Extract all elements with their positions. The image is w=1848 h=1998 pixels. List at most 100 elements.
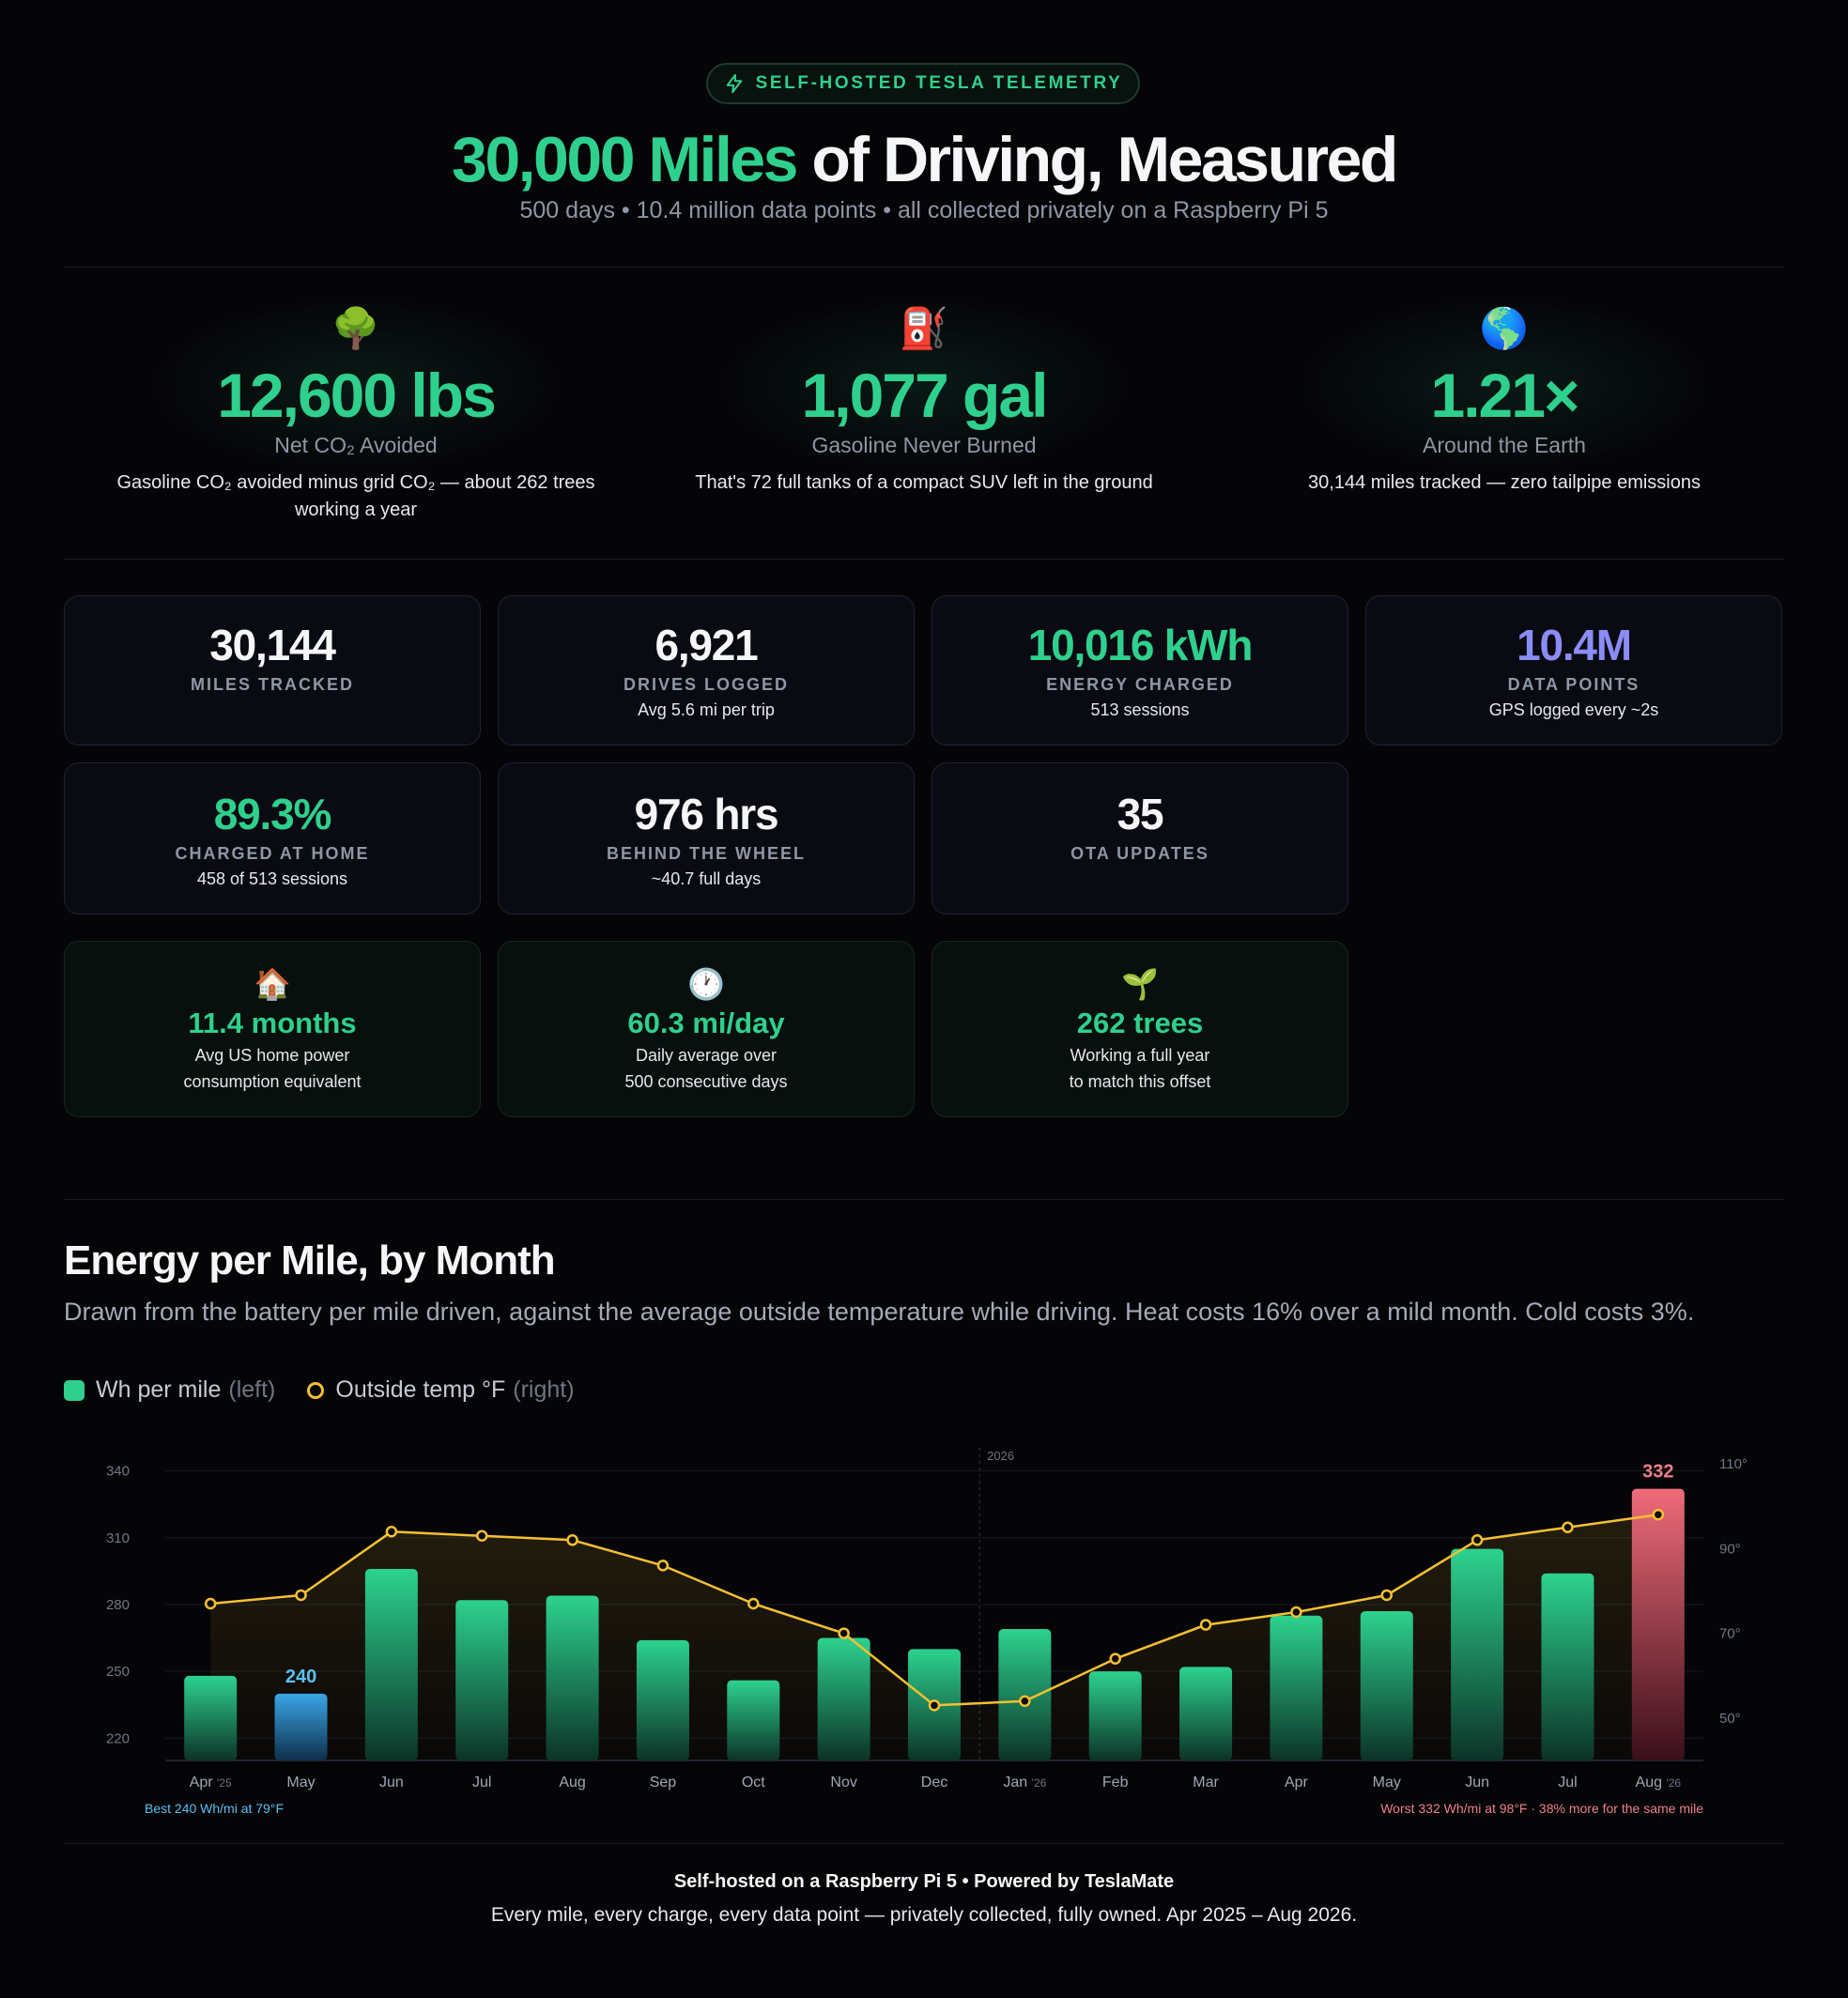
temp-point-15: [1562, 1521, 1574, 1533]
badge-label: SELF-HOSTED TESLA TELEMETRY: [755, 73, 1123, 93]
title-highlight: 30,000 Miles: [452, 124, 798, 195]
temp-point-12: [1290, 1606, 1302, 1619]
x-tick-month: Jan: [1003, 1775, 1031, 1791]
legend-bar-swatch: [64, 1379, 85, 1401]
x-tick: Jun: [1465, 1775, 1489, 1791]
hero-value: 12,600 lbs: [217, 361, 497, 430]
divider: [64, 1199, 1784, 1200]
y-right-tick: 50°: [1719, 1711, 1741, 1727]
title-rest: of Driving, Measured: [795, 124, 1398, 195]
x-tick-year: '26: [1666, 1776, 1681, 1790]
year-divider-label: 2026: [987, 1449, 1014, 1463]
stat-label: CHARGED AT HOME: [175, 844, 370, 863]
x-tick: Sep: [650, 1775, 677, 1791]
equiv-line1: Working a full year: [1070, 1046, 1210, 1065]
chart-legend: Wh per mile (left) Outside temp °F (righ…: [64, 1376, 575, 1404]
hero-value: 1.21×: [1430, 361, 1580, 430]
bar-2: [364, 1568, 418, 1760]
stat-sub: 458 of 513 sessions: [196, 869, 348, 888]
divider: [64, 1843, 1784, 1844]
y-left-tick: 340: [106, 1464, 130, 1480]
legend-line-label: Outside temp °F: [335, 1376, 506, 1403]
stat-card-ota: 35 OTA UPDATES: [932, 762, 1348, 914]
equiv-line1: Daily average over: [635, 1046, 778, 1065]
stat-sub: ~40.7 full days: [651, 869, 762, 888]
stat-card-energy: 10,016 kWh ENERGY CHARGED 513 sessions: [932, 595, 1348, 745]
hero-label: Net CO₂ Avoided: [274, 433, 438, 457]
tree-icon: 🌳: [331, 306, 381, 350]
x-tick-year: '25: [217, 1776, 232, 1790]
stat-label: DATA POINTS: [1507, 675, 1640, 694]
fuel-pump-icon: ⛽: [899, 306, 949, 350]
y-left-tick: 280: [106, 1597, 130, 1613]
stat-value: 10,016 kWh: [1027, 621, 1254, 669]
stat-card-drives: 6,921 DRIVES LOGGED Avg 5.6 mi per trip: [498, 595, 915, 745]
best-note: Best 240 Wh/mi at 79°F: [145, 1801, 284, 1816]
equiv-line2: 500 consecutive days: [624, 1072, 788, 1091]
bar-15: [1541, 1573, 1594, 1760]
temp-point-4: [566, 1534, 578, 1546]
bar-9: [998, 1629, 1052, 1760]
bar-0: [184, 1675, 238, 1760]
bar-3: [455, 1600, 509, 1760]
stat-value: 35: [1116, 790, 1164, 838]
bar-13: [1360, 1611, 1413, 1760]
temp-point-7: [838, 1627, 850, 1639]
legend-line-note: (right): [513, 1376, 575, 1403]
stat-label: BEHIND THE WHEEL: [607, 844, 806, 863]
equiv-card-daily: 🕐 60.3 mi/day Daily average over 500 con…: [498, 941, 915, 1117]
stat-value: 30,144: [209, 621, 336, 669]
bar-11: [1179, 1667, 1233, 1760]
x-tick: Apr: [1285, 1775, 1309, 1791]
footer-title: Self-hosted on a Raspberry Pi 5 • Powere…: [673, 1871, 1175, 1892]
temp-point-9: [1019, 1695, 1031, 1708]
stat-label: DRIVES LOGGED: [623, 675, 790, 694]
temp-point-6: [747, 1597, 760, 1610]
y-right-tick: 90°: [1719, 1541, 1741, 1557]
seedling-icon: 🌱: [1121, 967, 1159, 1001]
temp-point-16: [1652, 1508, 1665, 1521]
page-title: 30,000 Miles of Driving, Measured: [64, 120, 1784, 199]
hero-co2: 🌳 12,600 lbs Net CO₂ Avoided Gasoline CO…: [93, 296, 619, 524]
x-tick: May: [1373, 1775, 1401, 1791]
temp-point-10: [1109, 1652, 1121, 1665]
x-tick-year: '26: [1032, 1776, 1047, 1790]
temp-point-11: [1199, 1619, 1212, 1631]
divider: [64, 559, 1784, 560]
bar-12: [1270, 1615, 1323, 1760]
bar-7: [817, 1637, 870, 1760]
x-tick: Jul: [472, 1775, 491, 1791]
x-tick-month: Apr: [190, 1775, 217, 1791]
temp-point-5: [656, 1560, 670, 1572]
bar-6: [727, 1680, 780, 1760]
y-right-tick: 70°: [1719, 1626, 1741, 1642]
x-tick: Apr '25: [190, 1775, 232, 1791]
bar-1: [274, 1693, 328, 1760]
x-tick: Jun: [379, 1775, 404, 1791]
temp-point-8: [928, 1699, 941, 1712]
temp-point-3: [475, 1529, 488, 1543]
equiv-card-home: 🏠 11.4 months Avg US home power consumpt…: [64, 941, 481, 1117]
hero-label: Around the Earth: [1423, 433, 1586, 457]
stat-value: 89.3%: [213, 790, 332, 838]
temp-point-13: [1380, 1589, 1394, 1602]
stat-sub: Avg 5.6 mi per trip: [638, 700, 775, 719]
energy-chart: 220 250 280 310 340 50° 70° 90° 110° 2026 Apr '25…: [106, 1448, 1748, 1816]
stat-label: MILES TRACKED: [191, 675, 354, 694]
y-left-tick: 250: [106, 1664, 130, 1680]
bar-5: [636, 1639, 689, 1760]
worst-value-label: 332: [1642, 1462, 1673, 1483]
bar-14: [1451, 1548, 1504, 1760]
temp-point-14: [1471, 1534, 1484, 1546]
hero-value: 1,077 gal: [801, 361, 1049, 430]
y-left-tick: 310: [106, 1530, 130, 1546]
divider: [64, 267, 1784, 268]
equiv-line2: consumption equivalent: [183, 1072, 362, 1091]
equiv-line1: Avg US home power: [194, 1046, 350, 1065]
y-right-tick: 110°: [1719, 1456, 1748, 1472]
chart-title: Energy per Mile, by Month: [64, 1237, 556, 1283]
stat-card-hours: 976 hrs BEHIND THE WHEEL ~40.7 full days: [498, 762, 915, 914]
x-tick: Nov: [830, 1775, 856, 1791]
stat-value: 976 hrs: [634, 790, 779, 838]
equiv-value: 60.3 mi/day: [627, 1007, 785, 1039]
